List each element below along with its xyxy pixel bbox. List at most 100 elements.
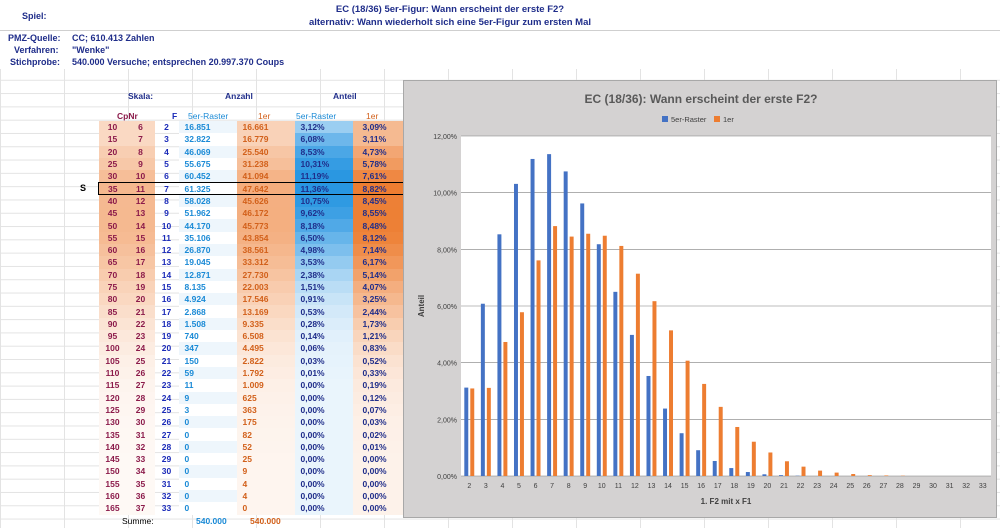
table-row: 130 30 26 0 175 0,00% 0,03%	[98, 416, 411, 429]
stichprobe-value: 540.000 Versuche; entsprechen 20.997.370…	[72, 57, 285, 67]
anteil-1er-cell: 1,73%	[352, 317, 411, 331]
anzahl-5er-cell: 12.871	[178, 268, 237, 281]
anzahl-1er-cell: 41.094	[236, 170, 295, 183]
y-tick-label: 10,00%	[433, 191, 457, 198]
cpnr-cell: 25	[126, 354, 155, 367]
skala-cell: 40	[98, 194, 127, 208]
skala-cell: 125	[98, 403, 127, 417]
x-tick-label: 15	[681, 483, 689, 490]
anteil-5er-cell: 10,31%	[294, 157, 353, 171]
anzahl-1er-cell: 25.540	[236, 145, 295, 158]
cpnr-cell: 22	[126, 317, 155, 331]
anzahl-5er-cell: 1.508	[178, 317, 237, 331]
chart-panel: 0,00% 2,00% 4,00% 6,00% 8,00% 10,00% 12,00% 2 3 4…	[403, 80, 997, 518]
cpnr-cell: 8	[126, 145, 155, 158]
table-row: 105 25 21 150 2.822 0,03% 0,52%	[98, 354, 411, 367]
anzahl-1er-cell: 2.822	[236, 354, 295, 367]
f-cell: 18	[161, 318, 172, 329]
chart-title: EC (18/36): Wann erscheint der erste F2?	[585, 92, 818, 106]
skala-cell: 35	[98, 181, 127, 196]
anzahl-5er-cell: 51.962	[178, 207, 237, 220]
f-cell: 32	[161, 491, 172, 502]
skala-header: Skala:	[128, 91, 154, 101]
anteil-5er-cell: 0,00%	[294, 502, 353, 515]
anzahl-5er-cell: 11	[178, 379, 237, 392]
anteil-1er-cell: 0,33%	[352, 366, 411, 380]
anzahl-5er-cell: 0	[178, 489, 237, 503]
anzahl-5er-cell: 0	[178, 428, 237, 441]
stichprobe-label: Stichprobe:	[10, 57, 61, 67]
cpnr-cell: 21	[126, 305, 155, 318]
anzahl-1er-cell: 45.773	[236, 219, 295, 232]
x-tick-label: 30	[929, 483, 937, 490]
cpnr-cell: 34	[126, 465, 155, 478]
x-tick-label: 13	[648, 483, 656, 490]
anteil-5er-cell: 0,00%	[294, 428, 353, 441]
anteil-5er-cell: 6,08%	[294, 133, 353, 146]
anteil-1er-cell: 0,52%	[352, 354, 411, 367]
cpnr-cell: 6	[126, 121, 155, 134]
anzahl-1er-header: 1er	[258, 111, 271, 121]
legend-label: 1er	[723, 115, 734, 124]
f-cell: 33	[161, 503, 172, 514]
bar-5er	[547, 154, 552, 476]
spiel-label: Spiel:	[22, 11, 47, 21]
skala-cell: 10	[98, 121, 127, 134]
bar-1er	[884, 475, 889, 476]
y-tick-label: 2,00%	[437, 417, 457, 424]
x-tick-label: 29	[913, 483, 921, 490]
anzahl-1er-cell: 9.335	[236, 317, 295, 331]
skala-cell: 140	[98, 440, 127, 454]
cpnr-cell: 30	[126, 416, 155, 429]
f-cell: 21	[161, 355, 172, 366]
cpnr-cell: 7	[126, 133, 155, 146]
anteil-5er-cell: 0,00%	[294, 416, 353, 429]
table-row: 60 16 12 26.870 38.561 4,98% 7,14%	[98, 243, 411, 257]
table-row: 110 26 22 59 1.792 0,01% 0,33%	[98, 366, 411, 380]
cpnr-cell: 9	[126, 157, 155, 171]
bar-5er	[513, 183, 518, 476]
anzahl-1er-cell: 25	[236, 453, 295, 466]
x-tick-label: 14	[664, 483, 672, 490]
anteil-1er-cell: 0,01%	[352, 440, 411, 454]
x-tick-label: 6	[534, 483, 538, 490]
table-row: 10 6 2 16.851 16.661 3,12% 3,09%	[98, 121, 411, 134]
legend-label: 5er-Raster	[671, 115, 707, 124]
anzahl-5er-cell: 19.045	[178, 256, 237, 269]
table-row: 30 10 6 60.452 41.094 11,19% 7,61%	[98, 170, 411, 183]
x-tick-label: 3	[484, 483, 488, 490]
anzahl-5er-header: 5er-Raster	[188, 111, 229, 121]
anteil-1er-cell: 0,00%	[352, 502, 411, 515]
cpnr-cell: 27	[126, 379, 155, 392]
anteil-5er-cell: 0,01%	[294, 366, 353, 380]
verfahren-label: Verfahren:	[14, 45, 59, 55]
anteil-1er-cell: 8,48%	[352, 219, 411, 232]
cpnr-cell: 15	[126, 231, 155, 244]
bar-5er	[629, 334, 634, 476]
cpnr-cell: 18	[126, 268, 155, 281]
bar-5er	[563, 171, 568, 476]
bar-1er	[702, 383, 707, 476]
anteil-5er-cell: 0,28%	[294, 317, 353, 331]
skala-cell: 120	[98, 391, 127, 404]
cpnr-cell: 37	[126, 502, 155, 515]
bar-1er	[569, 236, 574, 476]
table-row: 140 32 28 0 52 0,00% 0,01%	[98, 440, 411, 454]
cpnr-cell: 29	[126, 403, 155, 417]
anteil-1er-cell: 6,17%	[352, 256, 411, 269]
x-tick-label: 19	[747, 483, 755, 490]
x-tick-label: 4	[500, 483, 504, 490]
f-cell: 31	[161, 478, 172, 489]
bar-1er	[768, 452, 773, 476]
anzahl-1er-cell: 9	[236, 465, 295, 478]
anteil-1er-cell: 0,83%	[352, 342, 411, 355]
anzahl-1er-cell: 1.009	[236, 379, 295, 392]
f-cell: 6	[164, 171, 169, 182]
anteil-5er-cell: 8,18%	[294, 219, 353, 232]
table-row: 90 22 18 1.508 9.335 0,28% 1,73%	[98, 317, 411, 331]
anteil-5er-cell: 0,14%	[294, 330, 353, 343]
bar-5er	[580, 203, 585, 476]
anzahl-5er-cell: 32.822	[178, 133, 237, 146]
bar-1er	[536, 260, 541, 476]
bar-5er	[530, 158, 535, 476]
